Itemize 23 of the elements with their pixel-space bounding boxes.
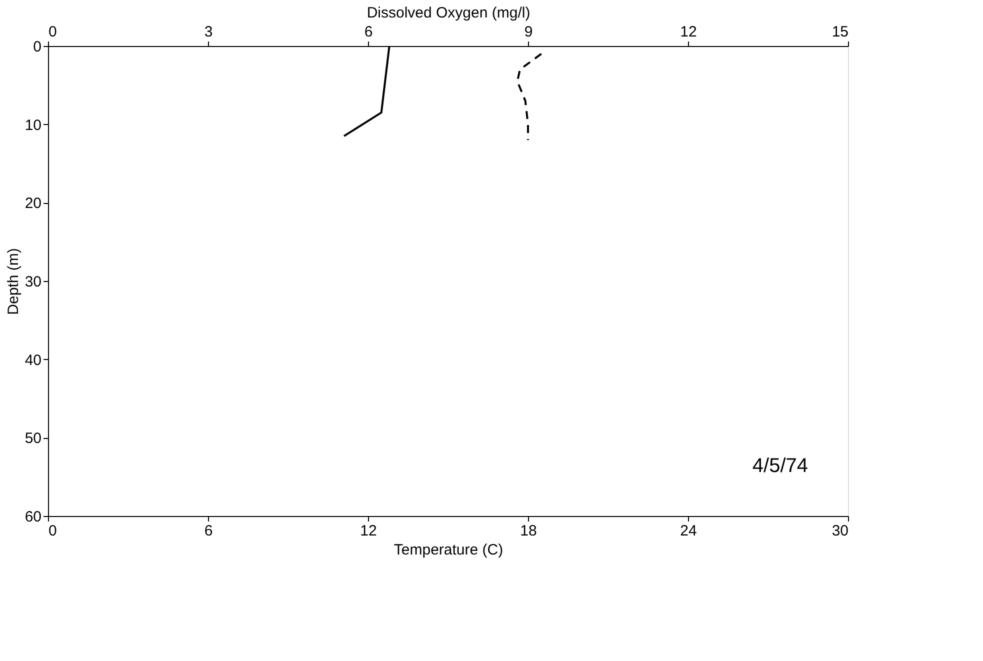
annotation: 4/5/74 bbox=[752, 455, 808, 477]
y-tick-label: 50 bbox=[24, 430, 42, 448]
y-tick-label: 40 bbox=[24, 352, 42, 369]
x2-tick-label: 0 bbox=[48, 24, 57, 40]
x-tick-label: 12 bbox=[360, 522, 377, 540]
x-tick-label: 30 bbox=[832, 522, 848, 540]
x-tick-label: 18 bbox=[520, 522, 537, 540]
x-tick-label: 24 bbox=[680, 522, 697, 540]
x2-tick-label: 6 bbox=[364, 24, 373, 40]
x2-tick-label: 15 bbox=[832, 24, 848, 40]
y-tick-label: 60 bbox=[24, 508, 42, 526]
y-tick-label: 20 bbox=[24, 195, 42, 212]
x-tick-label: 0 bbox=[48, 522, 57, 540]
x2-tick-label: 12 bbox=[680, 24, 697, 40]
y-tick-label: 30 bbox=[24, 274, 42, 290]
x-tick-label: 6 bbox=[204, 522, 213, 540]
x-axis-title: Temperature (C) bbox=[394, 542, 504, 558]
x2-tick-label: 3 bbox=[204, 24, 213, 40]
y-axis-title: Depth (m) bbox=[4, 248, 22, 315]
x2-axis-title: Dissolved Oxygen (mg/l) bbox=[366, 4, 530, 22]
x2-tick-label: 9 bbox=[524, 24, 533, 40]
y-tick-label: 10 bbox=[24, 116, 42, 134]
y-tick-label: 0 bbox=[33, 38, 42, 56]
